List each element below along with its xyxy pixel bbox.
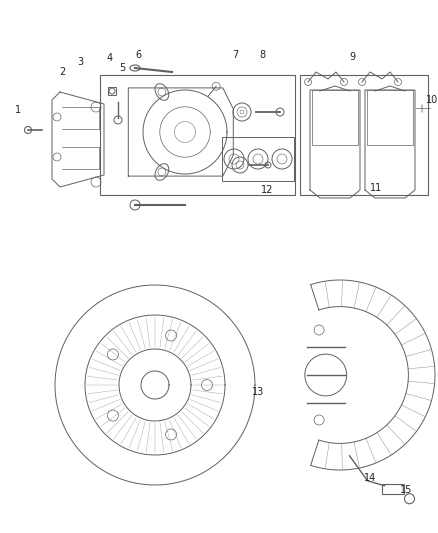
Text: 12: 12 — [261, 185, 273, 195]
Bar — [300, 75, 428, 195]
Text: 13: 13 — [252, 387, 264, 397]
Bar — [108, 87, 116, 95]
Text: 3: 3 — [77, 57, 83, 67]
Text: 2: 2 — [59, 67, 65, 77]
Bar — [100, 75, 295, 195]
Text: 6: 6 — [135, 50, 141, 60]
Text: 5: 5 — [119, 63, 125, 73]
Text: 14: 14 — [364, 473, 376, 483]
Text: 1: 1 — [15, 105, 21, 115]
Text: 4: 4 — [107, 53, 113, 63]
Text: 9: 9 — [349, 52, 355, 62]
Bar — [381, 484, 403, 494]
Text: 11: 11 — [370, 183, 382, 193]
Text: 8: 8 — [259, 50, 265, 60]
Bar — [222, 137, 294, 181]
Bar — [367, 90, 413, 145]
Text: 7: 7 — [232, 50, 238, 60]
Text: 10: 10 — [426, 95, 438, 105]
Text: 15: 15 — [400, 485, 412, 495]
Bar — [312, 90, 358, 145]
